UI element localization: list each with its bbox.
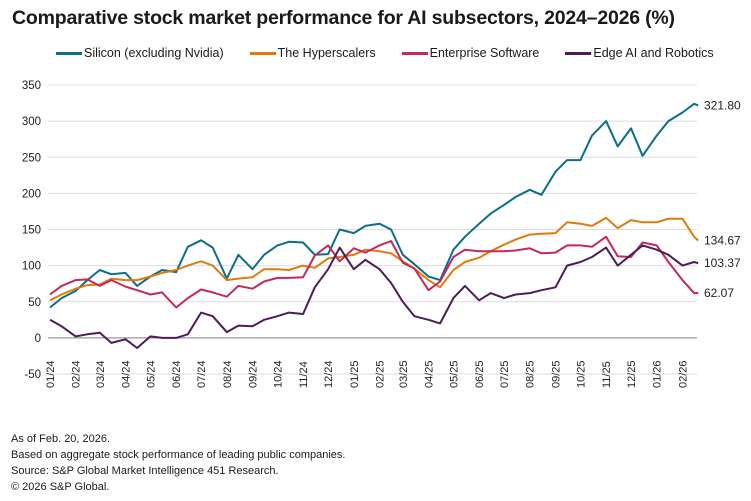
y-tick-label: 150 [22,225,41,237]
y-tick-label: 100 [22,261,41,273]
end-value-label: 134.67 [704,234,741,248]
x-tick-label: 01/24 [45,360,57,388]
y-tick-label: 300 [22,116,41,128]
y-tick-label: 0 [35,333,41,345]
methodology-note: Based on aggregate stock performance of … [11,449,346,461]
series-line-1 [49,216,699,302]
x-tick-label: 02/25 [375,360,387,388]
x-tick-label: 08/25 [525,360,537,388]
x-tick-label: 05/24 [145,360,157,388]
legend-item-edge-ai: Edge AI and Robotics [565,46,714,60]
y-tick-label: 250 [22,152,41,164]
legend-item-hyperscalers: The Hyperscalers [249,46,376,60]
legend-item-enterprise-software: Enterprise Software [401,46,540,60]
x-tick-label: 03/24 [95,360,107,388]
series-line-0 [49,102,699,309]
x-tick-label: 09/24 [248,360,260,388]
x-tick-label: 12/25 [626,360,638,388]
y-tick-label: -50 [24,369,41,381]
end-value-label: 62.07 [704,286,734,300]
end-value-label: 103.37 [704,256,741,270]
legend-swatch [249,51,276,55]
y-tick-label: 350 [22,80,41,92]
x-tick-label: 07/24 [196,360,208,388]
y-tick-label: 200 [22,188,41,200]
x-tick-label: 01/25 [349,360,361,388]
legend-swatch [56,51,82,55]
x-tick-label: 10/25 [575,360,587,388]
legend-label: The Hyperscalers [277,46,376,60]
x-tick-label: 09/25 [550,360,562,388]
legend-label: Edge AI and Robotics [593,46,714,60]
x-tick-label: 05/25 [448,360,460,388]
end-value-label: 321.80 [704,98,741,112]
x-tick-label: 02/24 [71,360,83,388]
legend-swatch [565,51,592,55]
y-tick-label: 50 [28,297,41,309]
series-line-2 [49,235,699,309]
x-tick-label: 07/25 [499,360,511,388]
x-tick-label: 03/25 [398,360,410,388]
x-tick-label: 04/24 [121,360,133,388]
footer-notes: As of Feb. 20, 2026. Based on aggregate … [11,431,346,495]
legend-label: Enterprise Software [429,46,540,60]
series-line-3 [49,244,699,349]
x-tick-label: 11/25 [601,361,613,388]
line-chart: -50 0 50 100 150 200 250 300 350 01/24 02/24 03/24 0… [22,80,741,388]
legend: Silicon (excluding Nvidia) The Hyperscal… [56,46,714,60]
x-tick-label: 01/26 [652,360,664,388]
legend-label: Silicon (excluding Nvidia) [84,46,224,60]
legend-item-silicon: Silicon (excluding Nvidia) [56,46,224,60]
x-tick-label: 12/24 [323,360,335,388]
legend-swatch [401,51,428,55]
x-tick-label: 10/24 [272,360,284,388]
copyright-note: © 2026 S&P Global. [11,481,110,493]
x-tick-label: 08/24 [222,360,234,388]
x-tick-label: 11/24 [298,361,310,388]
as-of-note: As of Feb. 20, 2026. [11,433,111,445]
x-tick-label: 04/25 [423,360,435,388]
x-tick-label: 06/24 [171,360,183,388]
x-tick-label: 06/25 [474,360,486,388]
chart-title: Comparative stock market performance for… [12,7,675,29]
x-tick-label: 02/26 [677,360,689,388]
source-note: Source: S&P Global Market Intelligence 4… [11,465,279,477]
